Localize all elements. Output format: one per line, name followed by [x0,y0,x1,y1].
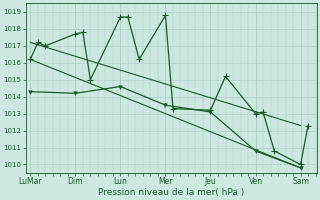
X-axis label: Pression niveau de la mer( hPa ): Pression niveau de la mer( hPa ) [98,188,244,197]
